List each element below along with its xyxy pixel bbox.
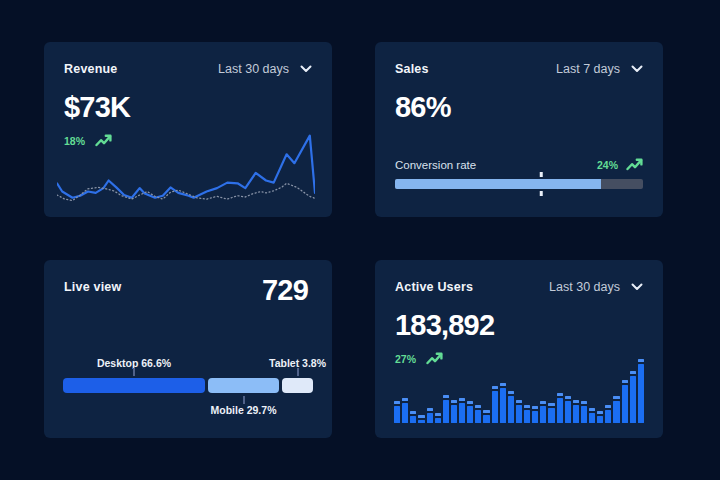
user-bar bbox=[418, 415, 424, 423]
chevron-down-icon bbox=[300, 65, 312, 73]
progress-fill bbox=[395, 179, 601, 189]
user-bar bbox=[500, 383, 506, 423]
user-bar bbox=[605, 405, 611, 423]
chevron-down-icon bbox=[631, 65, 643, 73]
user-bar bbox=[394, 401, 400, 423]
segment-tick bbox=[133, 368, 135, 376]
card-revenue: Revenue Last 30 days $73K 18% bbox=[44, 42, 332, 217]
segment-tablet bbox=[282, 378, 313, 393]
card-header: Active Users Last 30 days bbox=[395, 280, 643, 294]
card-live-view: Live view 729 Desktop 66.6%Mobile 29.7%T… bbox=[44, 260, 332, 438]
device-split-bar bbox=[63, 378, 313, 393]
card-sales: Sales Last 7 days 86% Conversion rate 24… bbox=[375, 42, 663, 217]
active-users-bar-chart bbox=[394, 357, 644, 423]
live-view-value: 729 bbox=[262, 274, 308, 307]
user-bar bbox=[638, 359, 644, 423]
segment-mobile bbox=[208, 378, 279, 393]
user-bar bbox=[467, 401, 473, 423]
user-bar bbox=[483, 410, 489, 423]
trending-up-icon bbox=[626, 158, 643, 171]
user-bar bbox=[516, 400, 522, 423]
conversion-progress-bar bbox=[395, 179, 643, 189]
segment-label-mobile: Mobile 29.7% bbox=[211, 404, 277, 416]
user-bar bbox=[459, 398, 465, 423]
card-title: Active Users bbox=[395, 280, 473, 294]
user-bar bbox=[508, 391, 514, 423]
user-bar bbox=[524, 405, 530, 423]
segment-tick bbox=[243, 396, 245, 404]
card-title: Sales bbox=[395, 62, 429, 76]
user-bar bbox=[492, 386, 498, 423]
period-selector[interactable]: Last 30 days bbox=[218, 62, 312, 76]
user-bar bbox=[410, 411, 416, 423]
chevron-down-icon bbox=[631, 283, 643, 291]
active-users-value: 183,892 bbox=[395, 309, 494, 342]
card-title: Live view bbox=[64, 280, 121, 294]
user-bar bbox=[581, 401, 587, 423]
period-label: Last 7 days bbox=[556, 62, 620, 76]
user-bar bbox=[557, 393, 563, 423]
user-bar bbox=[548, 403, 554, 423]
user-bar bbox=[630, 371, 636, 423]
conversion-rate-label: Conversion rate bbox=[395, 159, 476, 171]
period-selector[interactable]: Last 30 days bbox=[549, 280, 643, 294]
user-bar bbox=[540, 401, 546, 423]
progress-marker bbox=[540, 172, 543, 177]
user-bar bbox=[589, 408, 595, 423]
user-bar bbox=[622, 380, 628, 423]
sales-value: 86% bbox=[395, 91, 451, 124]
user-bar bbox=[427, 408, 433, 423]
user-bar bbox=[402, 398, 408, 423]
segment-desktop bbox=[63, 378, 205, 393]
card-active-users: Active Users Last 30 days 183,892 27% bbox=[375, 260, 663, 438]
user-bar bbox=[532, 406, 538, 423]
revenue-line-chart bbox=[57, 130, 315, 202]
user-bar bbox=[613, 396, 619, 423]
progress-marker bbox=[540, 191, 543, 196]
period-label: Last 30 days bbox=[549, 280, 620, 294]
user-bar bbox=[451, 400, 457, 423]
user-bar bbox=[597, 411, 603, 423]
user-bar bbox=[435, 413, 441, 423]
period-selector[interactable]: Last 7 days bbox=[556, 62, 643, 76]
conversion-delta: 24% bbox=[597, 158, 643, 171]
card-header: Revenue Last 30 days bbox=[64, 62, 312, 76]
period-label: Last 30 days bbox=[218, 62, 289, 76]
user-bar bbox=[475, 405, 481, 423]
user-bar bbox=[565, 396, 571, 423]
user-bar bbox=[443, 395, 449, 423]
conversion-row: Conversion rate 24% bbox=[395, 158, 643, 171]
dashboard: Revenue Last 30 days $73K 18% Sales Last… bbox=[44, 42, 663, 438]
card-header: Sales Last 7 days bbox=[395, 62, 643, 76]
card-title: Revenue bbox=[64, 62, 118, 76]
delta-percent: 24% bbox=[597, 159, 618, 171]
revenue-value: $73K bbox=[64, 91, 130, 124]
segment-tick bbox=[297, 368, 299, 376]
user-bar bbox=[573, 400, 579, 423]
